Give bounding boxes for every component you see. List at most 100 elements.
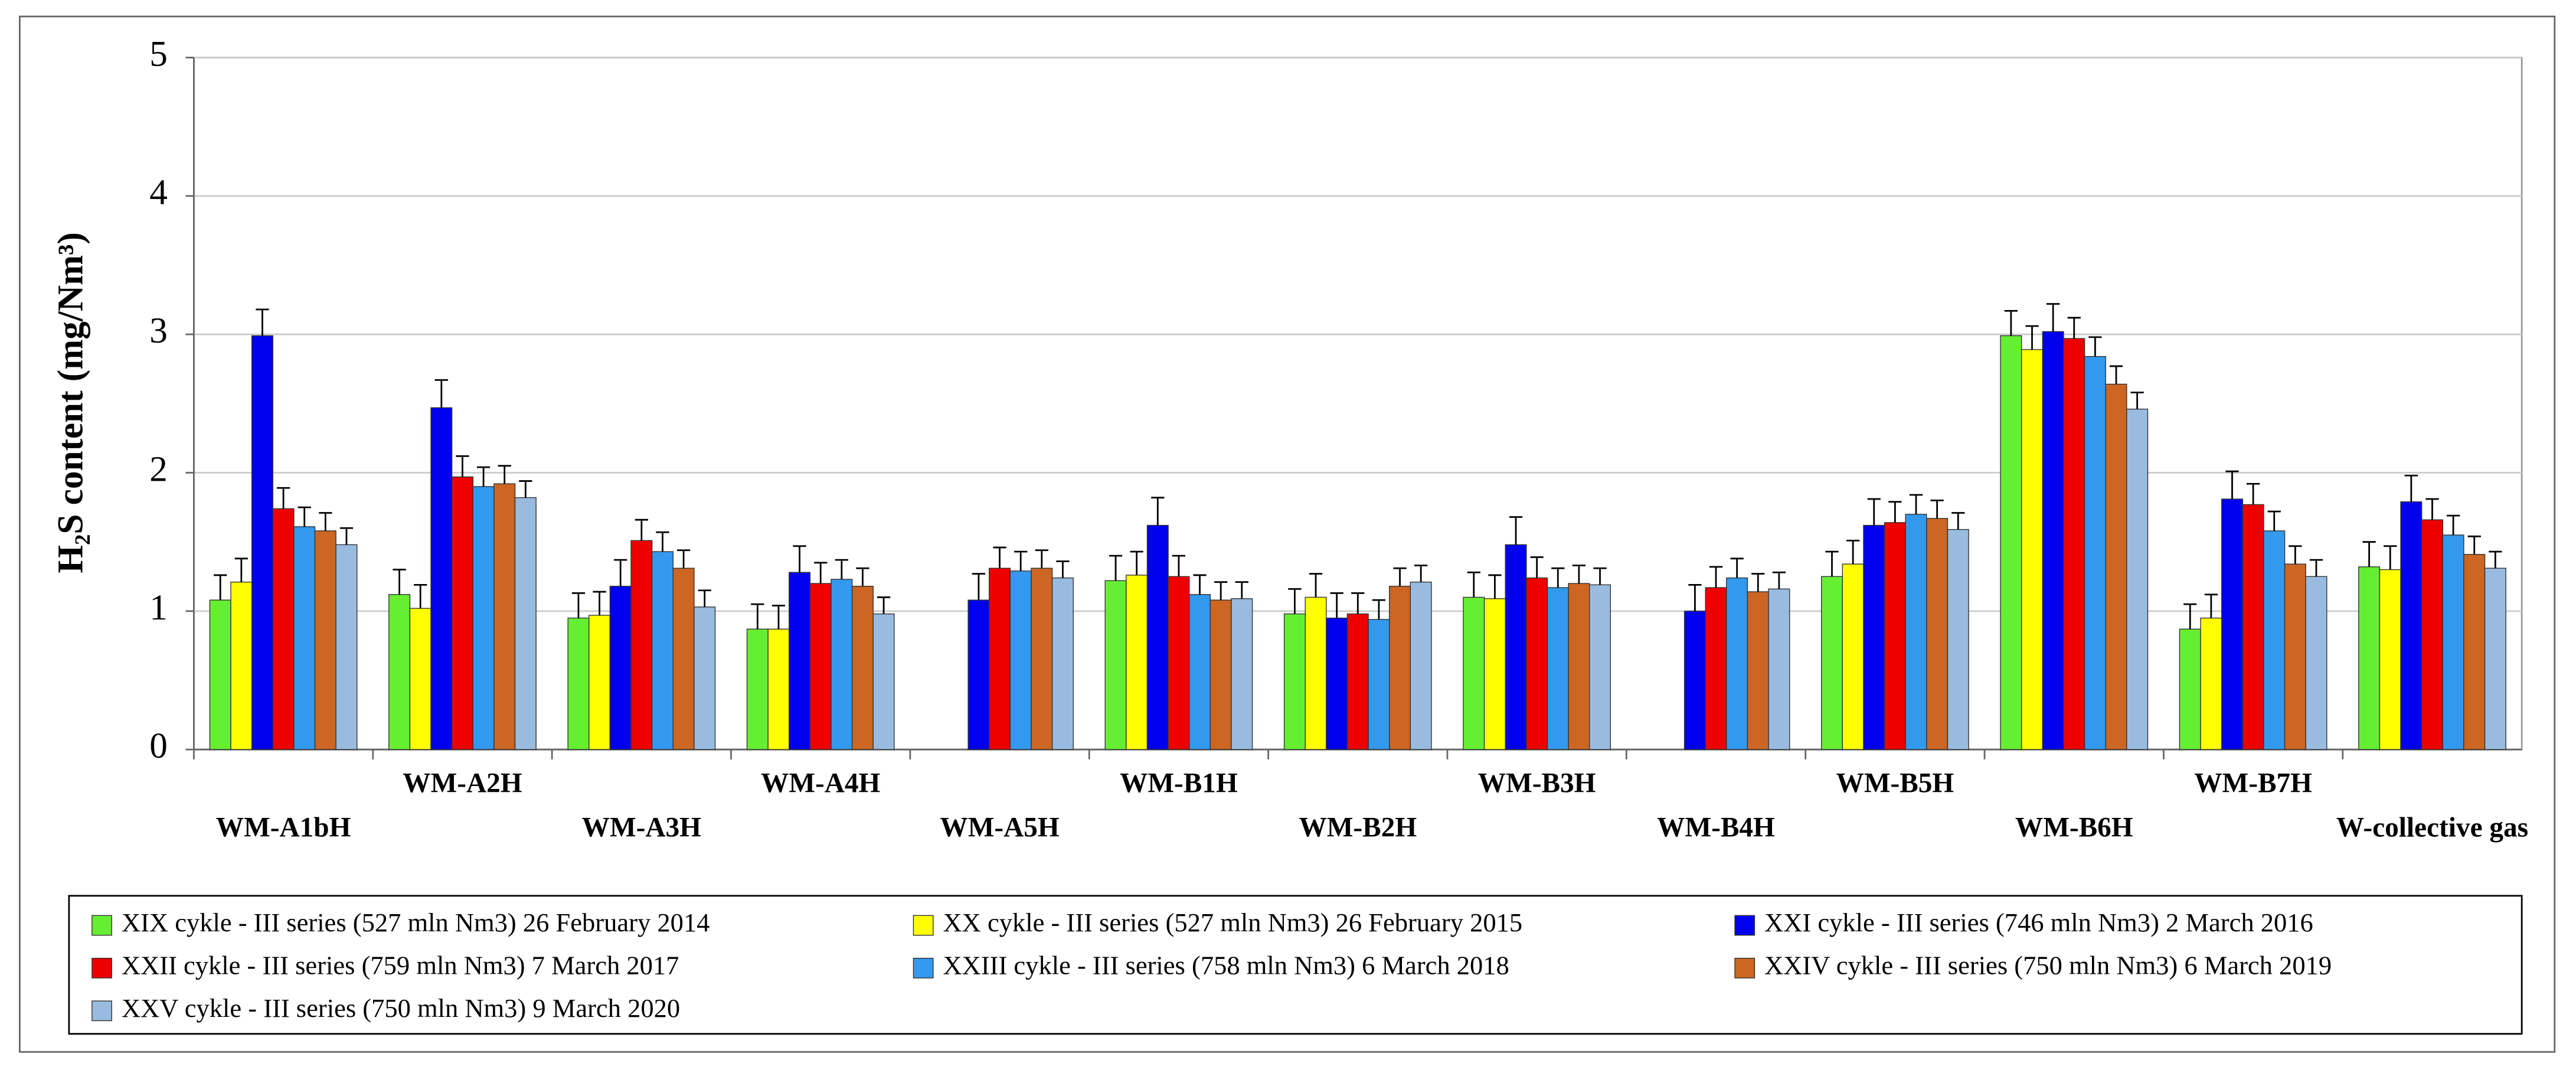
bar — [1410, 581, 1432, 750]
error-bar — [2362, 541, 2376, 567]
bar — [746, 628, 769, 750]
error-bar — [1751, 573, 1765, 592]
bar — [272, 508, 295, 750]
bar — [1884, 522, 1906, 750]
error-bar — [2467, 535, 2481, 555]
bar — [589, 615, 611, 750]
bar — [967, 599, 990, 750]
bar — [1683, 611, 1706, 750]
error-bar — [2088, 336, 2102, 357]
bar — [293, 526, 316, 750]
bar — [694, 606, 716, 750]
bar — [1589, 584, 1611, 750]
y-tick-label: 0 — [149, 726, 168, 766]
bar — [1305, 596, 1327, 750]
bar — [2021, 349, 2044, 750]
bar — [1126, 575, 1148, 750]
bar — [314, 530, 336, 750]
bar — [1326, 617, 1348, 750]
bar — [230, 581, 253, 750]
error-bar — [456, 455, 469, 477]
legend-label: XXV cykle - III series (750 mln Nm3) 9 M… — [122, 993, 680, 1023]
x-tick-label: WM-B4H — [1657, 812, 1775, 843]
error-bar — [1330, 592, 1343, 618]
bar — [872, 613, 895, 750]
error-bar — [393, 569, 406, 595]
bar — [2442, 534, 2464, 750]
x-tick-label: WM-A3H — [582, 812, 701, 843]
error-bar — [698, 589, 711, 607]
bar — [1146, 524, 1169, 750]
legend-swatch — [91, 915, 112, 936]
error-bar — [676, 549, 691, 569]
y-axis-label: H₂S content (mg/Nm³) — [50, 232, 90, 573]
legend-label: XXI cykle - III series (746 mln Nm3) 2 M… — [1764, 908, 2313, 937]
error-bar — [614, 559, 627, 586]
legend — [68, 895, 2523, 1035]
x-tick-label: WM-B6H — [2015, 812, 2133, 843]
error-bar — [656, 531, 669, 552]
error-bar — [214, 574, 227, 601]
y-tick-label: 3 — [149, 311, 168, 351]
error-bar — [635, 518, 648, 541]
bar — [2084, 356, 2106, 750]
bar — [851, 585, 874, 750]
error-bar — [1309, 573, 1323, 598]
error-bar — [1488, 574, 1502, 599]
x-tick-label: WM-A1bH — [216, 812, 351, 843]
error-bar — [1414, 565, 1428, 582]
bar — [1863, 524, 1885, 750]
error-bar — [751, 603, 764, 630]
error-bar — [1035, 549, 1048, 569]
error-bar — [1530, 556, 1544, 578]
bar — [567, 617, 590, 750]
error-bar — [877, 596, 891, 614]
error-bar — [814, 562, 828, 583]
error-bar — [2067, 317, 2081, 339]
error-bar — [414, 583, 427, 609]
error-bar — [1951, 512, 1965, 530]
bar — [1463, 596, 1485, 750]
bar — [609, 585, 632, 750]
x-tick-label: WM-B3H — [1478, 768, 1596, 798]
error-bar — [498, 465, 511, 484]
bar — [630, 540, 653, 750]
x-tick-label: WM-B7H — [2194, 768, 2312, 798]
error-bar — [2446, 514, 2460, 535]
error-bar — [2425, 498, 2439, 520]
error-bar — [835, 559, 848, 579]
error-bar — [339, 527, 354, 545]
bar — [493, 483, 516, 750]
bar — [809, 583, 832, 750]
legend-label: XX cykle - III series (527 mln Nm3) 26 F… — [943, 908, 1523, 937]
x-tick-label: WM-B5H — [1836, 768, 1954, 798]
error-bar — [1772, 571, 1786, 589]
bar — [1705, 587, 1727, 750]
bar — [789, 572, 811, 750]
error-bar — [1467, 571, 1480, 598]
error-bar — [1888, 501, 1902, 523]
bar — [2263, 530, 2286, 750]
error-bar — [1846, 539, 1860, 565]
legend-swatch — [1734, 957, 1756, 979]
error-bar — [2289, 545, 2302, 565]
error-bar — [1288, 588, 1302, 614]
y-tick-label: 2 — [149, 449, 168, 490]
bar — [2042, 331, 2064, 750]
error-bar — [593, 591, 606, 615]
error-bar — [519, 480, 532, 498]
bar — [1189, 594, 1211, 750]
error-bar — [2183, 603, 2197, 630]
bar — [1505, 544, 1527, 750]
bar — [251, 335, 273, 750]
error-bar — [2489, 550, 2502, 569]
bar — [831, 579, 853, 750]
legend-swatch — [1734, 915, 1756, 936]
bar — [1051, 577, 1074, 750]
error-bar — [772, 605, 786, 630]
error-bar — [1825, 550, 1839, 577]
bar — [1009, 570, 1032, 750]
error-bar — [2225, 470, 2239, 500]
bar — [514, 497, 537, 750]
bar — [1768, 588, 1790, 750]
